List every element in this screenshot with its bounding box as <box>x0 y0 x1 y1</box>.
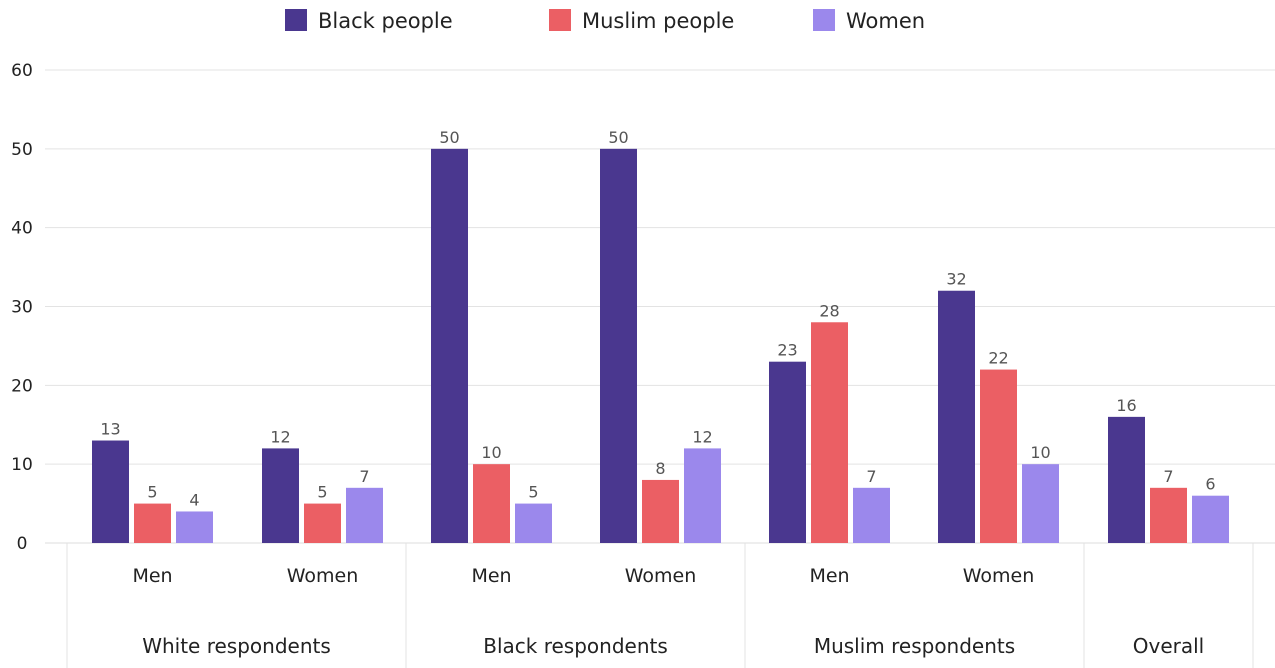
legend-label: Black people <box>318 9 453 33</box>
bar <box>1022 464 1059 543</box>
y-tick-label: 40 <box>11 219 33 239</box>
legend: Black people Muslim people Women <box>285 9 925 33</box>
y-tick-label: 60 <box>11 61 33 81</box>
group-label: Overall <box>1133 634 1204 658</box>
bar <box>473 464 510 543</box>
y-tick-label: 30 <box>11 298 33 318</box>
bar <box>684 448 721 543</box>
bar <box>92 440 129 543</box>
data-label: 7 <box>1163 467 1173 486</box>
data-label: 12 <box>270 427 290 446</box>
bar <box>1192 495 1229 543</box>
bars <box>92 148 1229 544</box>
category-label: Men <box>809 565 849 587</box>
data-label: 22 <box>988 349 1008 368</box>
data-label: 13 <box>100 420 120 439</box>
data-label: 4 <box>189 490 199 509</box>
data-label: 7 <box>359 467 369 486</box>
data-label: 50 <box>439 128 459 147</box>
data-label: 28 <box>819 301 839 320</box>
x-axis: Men Women White respondents Men Women Black r… <box>66 543 1254 668</box>
legend-label: Muslim people <box>582 9 734 33</box>
group-label: Black respondents <box>483 634 668 658</box>
y-tick-label: 50 <box>11 140 33 160</box>
group-label: Muslim respondents <box>814 634 1015 658</box>
bar <box>1108 416 1145 543</box>
data-label: 10 <box>481 443 501 462</box>
bar <box>515 503 552 543</box>
bar <box>262 448 299 543</box>
data-label: 10 <box>1030 443 1050 462</box>
legend-swatch <box>549 9 571 31</box>
bar <box>980 369 1017 543</box>
bar <box>304 503 341 543</box>
bar <box>938 290 975 543</box>
bar <box>853 487 890 543</box>
legend-swatch <box>285 9 307 31</box>
grid-lines <box>45 69 1275 544</box>
y-tick-label: 20 <box>11 376 33 396</box>
data-label: 8 <box>655 459 665 478</box>
category-label: Men <box>471 565 511 587</box>
y-tick-label: 0 <box>17 534 28 554</box>
data-labels: 13 12 50 50 23 32 16 5 5 10 8 28 22 7 4 7 5 12 7 10 6 <box>100 128 1215 510</box>
bar <box>134 503 171 543</box>
bar <box>600 148 637 544</box>
legend-label: Women <box>846 9 925 33</box>
data-label: 5 <box>147 483 157 502</box>
bar <box>769 361 806 543</box>
bar <box>346 487 383 543</box>
category-label: Women <box>963 565 1035 587</box>
category-label: Women <box>287 565 359 587</box>
group-label: White respondents <box>142 634 331 658</box>
bar <box>1150 487 1187 543</box>
legend-swatch <box>813 9 835 31</box>
data-label: 50 <box>608 128 628 147</box>
data-label: 5 <box>528 483 538 502</box>
y-tick-label: 10 <box>11 455 33 475</box>
data-label: 5 <box>317 483 327 502</box>
data-label: 7 <box>866 467 876 486</box>
data-label: 6 <box>1205 475 1215 494</box>
bar <box>176 511 213 543</box>
data-label: 12 <box>692 427 712 446</box>
bar <box>811 322 848 543</box>
bar <box>642 479 679 543</box>
bar <box>431 148 468 544</box>
category-label: Women <box>625 565 697 587</box>
data-label: 16 <box>1116 396 1136 415</box>
data-label: 23 <box>777 341 797 360</box>
category-label: Men <box>132 565 172 587</box>
data-label: 32 <box>946 270 966 289</box>
y-axis: 0 10 20 30 40 50 60 <box>11 61 33 554</box>
